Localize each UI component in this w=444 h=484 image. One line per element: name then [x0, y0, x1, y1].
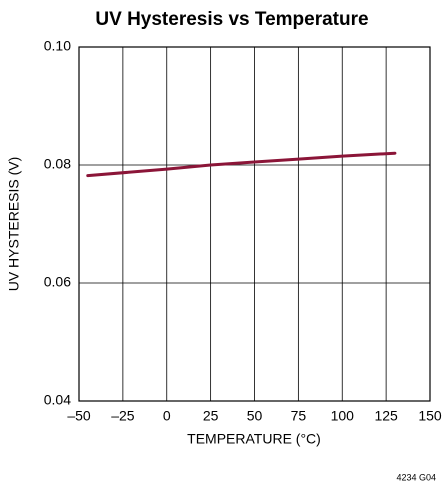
x-axis-label: TEMPERATURE (°C)	[187, 431, 321, 447]
plot-frame	[78, 46, 431, 402]
x-tick-label: 0	[163, 408, 171, 424]
x-tick-label: 50	[247, 408, 263, 424]
y-tick-label: 0.10	[44, 38, 71, 54]
chart-title: UV Hysteresis vs Temperature	[95, 9, 368, 30]
data-line	[86, 151, 397, 178]
x-tick-label: 100	[331, 408, 355, 424]
y-axis-label: UV HYSTERESIS (V)	[6, 157, 22, 292]
x-tick-label: –50	[67, 408, 91, 424]
y-tick-label: 0.04	[44, 392, 71, 408]
figure-note: 4234 G04	[396, 472, 436, 482]
x-tick-label: 125	[374, 408, 398, 424]
y-tick-label: 0.08	[44, 156, 71, 172]
x-tick-label: 75	[291, 408, 307, 424]
y-tick-label: 0.06	[44, 274, 71, 290]
x-tick-label: 150	[418, 408, 442, 424]
x-tick-label: 25	[203, 408, 219, 424]
x-tick-label: –25	[111, 408, 135, 424]
